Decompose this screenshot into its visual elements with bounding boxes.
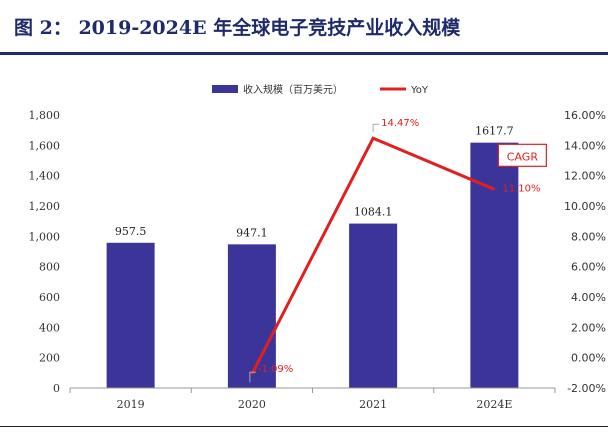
bottom-rule [0, 426, 608, 427]
bar [470, 142, 519, 388]
yoy-series-line [250, 136, 495, 375]
right-tick-label: 8.00% [571, 230, 606, 243]
right-tick-label: 12.00% [564, 170, 606, 183]
left-tick-label: 800 [39, 261, 60, 274]
bar-value-label: 1617.7 [475, 125, 514, 138]
bars: 957.5 947.1 1084.1 1617.7 [106, 125, 519, 388]
right-tick-label: 2.00% [571, 321, 606, 334]
left-tick-label: 0 [53, 382, 60, 395]
left-tick-label: 1,600 [29, 139, 61, 152]
bar-value-label: 947.1 [236, 226, 268, 239]
yoy-line [250, 136, 495, 375]
bar [227, 244, 276, 388]
left-tick-label: 600 [39, 291, 60, 304]
left-tick-label: 400 [39, 321, 60, 334]
right-tick-label: 0.00% [571, 352, 606, 365]
bar-value-label: 1084.1 [354, 206, 393, 219]
legend: 收入规模（百万美元） YoY [212, 83, 429, 96]
annotations: -1.09% 14.47% 11.10% CAGR [249, 118, 547, 383]
x-tick-label: 2020 [238, 398, 266, 411]
left-tick-label: 1,400 [29, 170, 61, 183]
left-axis: 0 200 400 600 800 1,000 1,200 1,400 1,600 1,800 [29, 109, 61, 395]
yoy-value-label: -1.09% [258, 364, 293, 375]
figure-title: 图 2： 2019-2024E 年全球电子竞技产业收入规模 [14, 17, 461, 39]
bar-value-label: 957.5 [115, 225, 147, 238]
right-axis: -2.00% 0.00% 2.00% 4.00% 6.00% 8.00% 10.00% 12.… [564, 109, 606, 395]
left-tick-label: 1,800 [29, 109, 61, 122]
x-axis: 2019 2020 2021 2024E [69, 387, 556, 411]
yoy-value-label: 11.10% [502, 183, 540, 194]
left-tick-label: 200 [39, 352, 60, 365]
label-leader [249, 371, 256, 383]
x-tick-label: 2021 [359, 398, 387, 411]
cagr-callout-box [497, 143, 547, 167]
right-tick-label: 10.00% [564, 200, 606, 213]
label-leader [372, 123, 380, 133]
left-tick-label: 1,000 [29, 230, 61, 243]
x-tick-label: 2024E [476, 398, 512, 411]
right-tick-label: 16.00% [564, 109, 606, 122]
title-rule [0, 52, 608, 55]
right-tick-label: 14.00% [564, 139, 606, 152]
right-tick-label: 6.00% [571, 261, 606, 274]
bar [349, 223, 398, 388]
legend-label-line: YoY [410, 85, 429, 96]
right-tick-label: 4.00% [571, 291, 606, 304]
left-tick-label: 1,200 [29, 200, 61, 213]
legend-swatch-bar [212, 85, 238, 93]
right-tick-label: -2.00% [567, 382, 606, 395]
x-tick-label: 2019 [117, 398, 145, 411]
bar [106, 242, 155, 388]
yoy-value-label: 14.47% [381, 118, 419, 129]
cagr-callout-label: CAGR [507, 150, 539, 163]
legend-label-bar: 收入规模（百万美元） [243, 83, 343, 96]
